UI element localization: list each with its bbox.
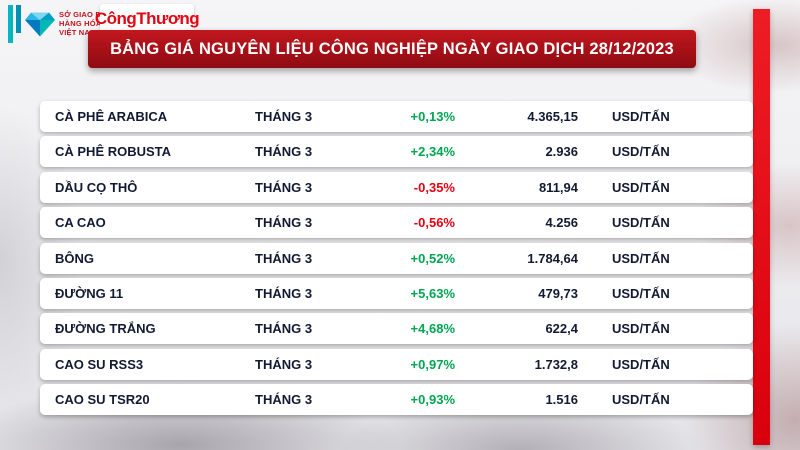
contract-month: THÁNG 3: [255, 250, 313, 266]
mxv-exchange-logo: SỞ GIAO DỊCH HÀNG HÓA VIỆT NAM: [8, 5, 114, 43]
contract-month: THÁNG 3: [255, 144, 313, 160]
price-unit: USD/TẤN: [612, 321, 670, 337]
teal-stripe: [8, 5, 13, 43]
blue-stripe: [16, 5, 21, 33]
commodity-name: BÔNG: [55, 250, 94, 266]
price-unit: USD/TẤN: [612, 144, 670, 160]
change-percent: +0,13%: [410, 109, 455, 124]
commodity-name: ĐƯỜNG 11: [55, 285, 124, 301]
table-row: CAO SU TSR20 THÁNG 3 +0,93% 1.516 USD/TẤ…: [40, 384, 753, 416]
price-value: 1.784,64: [527, 250, 578, 266]
commodity-name: CAO SU TSR20: [55, 392, 150, 408]
diamond-gem-icon: [25, 12, 55, 37]
table-row: CÀ PHÊ ARABICA THÁNG 3 +0,13% 4.365,15 U…: [40, 101, 753, 132]
table-row: BÔNG THÁNG 3 +0,52% 1.784,64 USD/TẤN: [40, 242, 753, 274]
contract-month: THÁNG 3: [255, 392, 313, 408]
price-unit: USD/TẤN: [612, 392, 670, 408]
title-banner: BẢNG GIÁ NGUYÊN LIỆU CÔNG NGHIỆP NGÀY GI…: [88, 30, 696, 68]
right-accent-bar: [753, 9, 770, 445]
change-percent: -0,35%: [413, 179, 455, 195]
price-value: 4.256: [545, 215, 578, 231]
price-value: 1.516: [545, 392, 578, 408]
table-row: ĐƯỜNG 11 THÁNG 3 +5,63% 479,73 USD/TẤN: [40, 277, 753, 309]
price-unit: USD/TẤN: [612, 285, 670, 301]
exchange-name: SỞ GIAO DỊCH HÀNG HÓA VIỆT NAM: [59, 10, 114, 37]
change-percent: +0,52%: [410, 250, 455, 266]
logo-stripes: [8, 5, 21, 43]
contract-month: THÁNG 3: [255, 215, 313, 231]
price-unit: USD/TẤN: [612, 356, 670, 372]
commodity-name: DẦU CỌ THÔ: [55, 179, 138, 195]
price-table: CÀ PHÊ ARABICA THÁNG 3 +0,13% 4.365,15 U…: [40, 101, 753, 420]
table-row: DẦU CỌ THÔ THÁNG 3 -0,35% 811,94 USD/TẤN: [40, 171, 753, 203]
price-value: 479,73: [538, 285, 578, 301]
contract-month: THÁNG 3: [255, 179, 313, 195]
change-percent: +2,34%: [410, 144, 455, 160]
commodity-name: ĐƯỜNG TRẮNG: [55, 321, 156, 337]
change-percent: +0,97%: [410, 356, 455, 372]
table-row: CÀ PHÊ ROBUSTA THÁNG 3 +2,34% 2.936 USD/…: [40, 136, 753, 168]
commodity-name: CÀ PHÊ ROBUSTA: [55, 144, 172, 160]
exchange-name-line1: SỞ GIAO DỊCH: [59, 10, 115, 19]
contract-month: THÁNG 3: [255, 285, 313, 301]
commodity-name: CÀ PHÊ ARABICA: [55, 109, 168, 124]
contract-month: THÁNG 3: [255, 356, 313, 372]
congthuong-logo-text: CôngThương: [94, 8, 200, 28]
commodity-name: CAO SU RSS3: [55, 356, 144, 372]
price-unit: USD/TẤN: [612, 179, 670, 195]
price-value: 622,4: [545, 321, 578, 337]
price-value: 811,94: [538, 179, 578, 195]
change-percent: -0,56%: [413, 215, 455, 231]
commodity-name: CA CAO: [55, 215, 106, 231]
price-value: 1.732,8: [534, 356, 578, 372]
change-percent: +0,93%: [410, 392, 455, 408]
price-unit: USD/TẤN: [612, 250, 670, 266]
contract-month: THÁNG 3: [255, 321, 313, 337]
page-title: BẢNG GIÁ NGUYÊN LIỆU CÔNG NGHIỆP NGÀY GI…: [110, 39, 674, 58]
change-percent: +5,63%: [410, 285, 455, 301]
price-unit: USD/TẤN: [612, 215, 670, 231]
price-unit: USD/TẤN: [612, 109, 670, 124]
price-value: 2.936: [545, 144, 578, 160]
change-percent: +4,68%: [410, 321, 455, 337]
table-row: CAO SU RSS3 THÁNG 3 +0,97% 1.732,8 USD/T…: [40, 348, 753, 380]
contract-month: THÁNG 3: [255, 109, 313, 124]
table-row: ĐƯỜNG TRẮNG THÁNG 3 +4,68% 622,4 USD/TẤN: [40, 313, 753, 345]
table-row: CA CAO THÁNG 3 -0,56% 4.256 USD/TẤN: [40, 207, 753, 239]
exchange-name-line2: HÀNG HÓA: [59, 19, 102, 28]
congthuong-logo: CôngThương: [95, 4, 200, 33]
exchange-name-line3: VIỆT NAM: [59, 28, 97, 37]
price-value: 4.365,15: [527, 109, 578, 124]
